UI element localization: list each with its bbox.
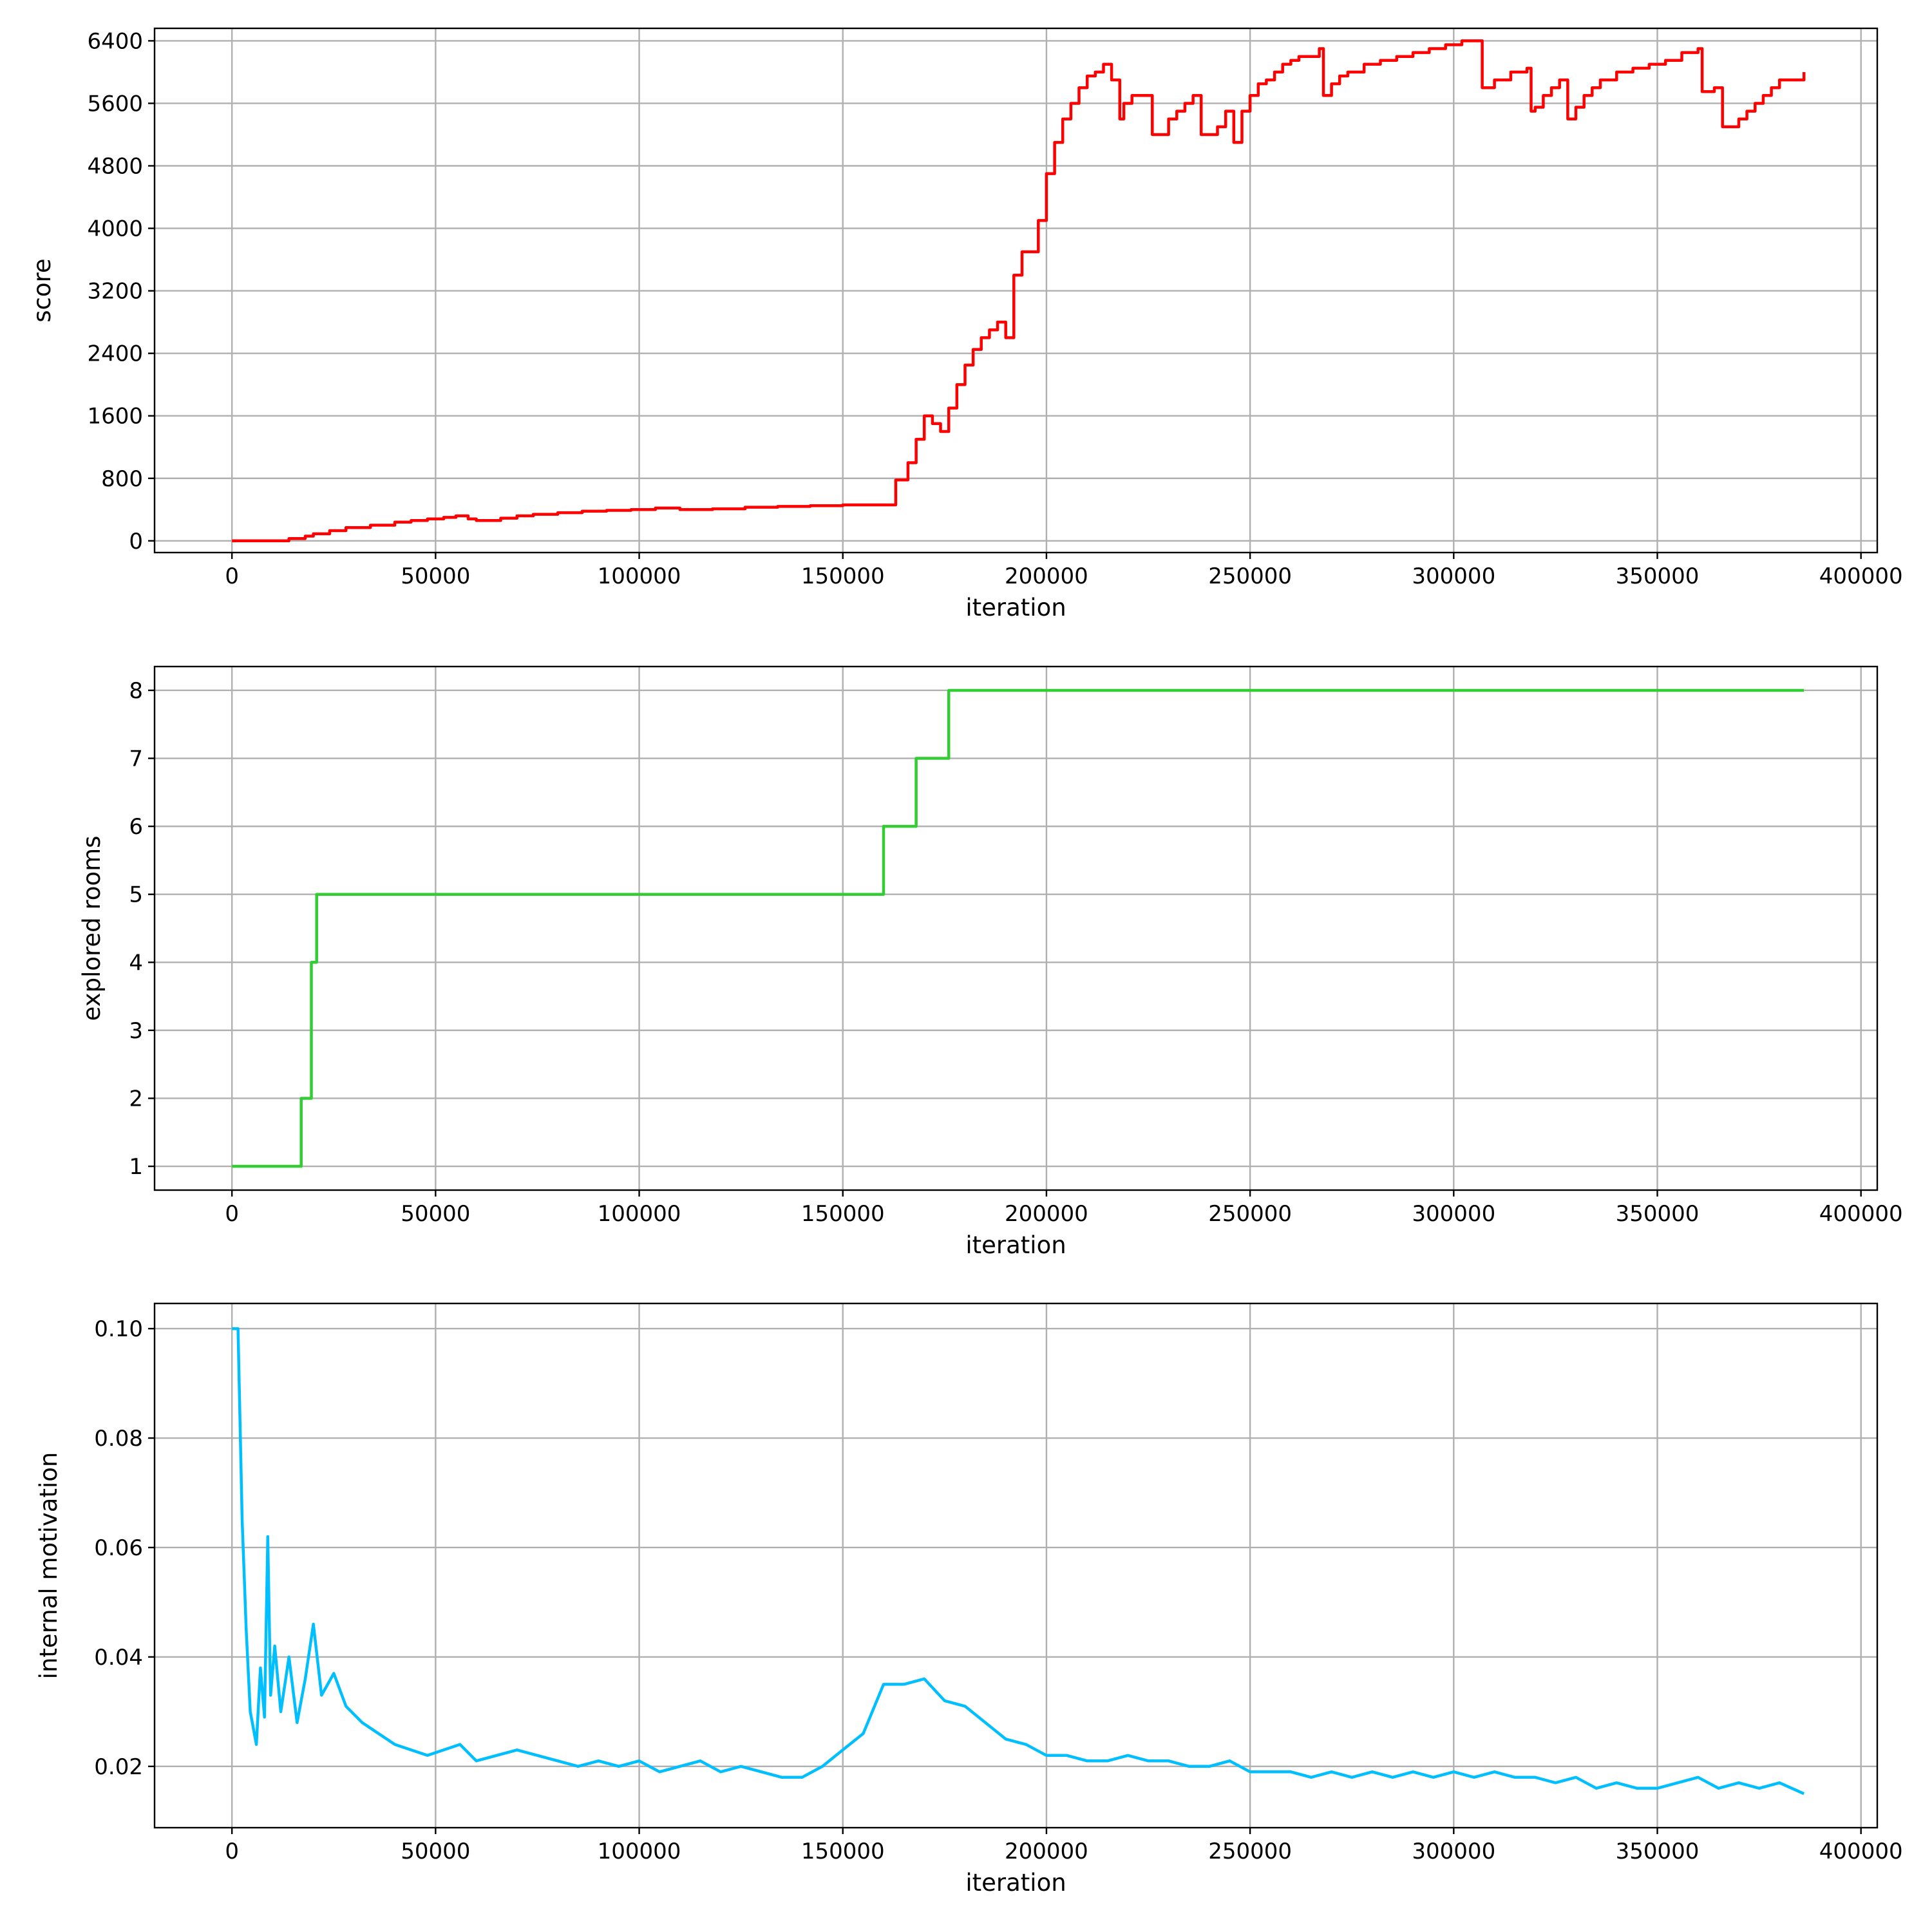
y-tick-label: 8 xyxy=(129,678,143,704)
y-tick-label: 6 xyxy=(129,814,143,840)
y-tick-label: 5600 xyxy=(87,91,143,117)
y-tick-label: 1 xyxy=(129,1154,143,1180)
x-tick-label: 200000 xyxy=(1005,1201,1088,1227)
axes-frame xyxy=(153,1302,1879,1829)
score-series-line xyxy=(232,39,1806,543)
x-tick-label: 100000 xyxy=(598,1839,681,1864)
y-tick-label: 7 xyxy=(129,746,143,772)
axes-frame xyxy=(153,665,1879,1191)
internal-motivation-series-line xyxy=(232,1327,1805,1795)
y-tick-label: 2 xyxy=(129,1086,143,1112)
y-tick-label: 0.06 xyxy=(94,1535,143,1561)
internal-motivation-panel: 0 50000 100000 150000 200000 250000 300000 3500… xyxy=(35,1302,1903,1897)
x-tick-label: 100000 xyxy=(598,564,681,589)
x-tick-label: 50000 xyxy=(401,564,470,589)
y-tick-label: 3200 xyxy=(87,279,143,305)
y-tick-label: 6400 xyxy=(87,28,143,54)
y-axis-label: score xyxy=(28,258,56,322)
x-tick-label: 350000 xyxy=(1616,564,1700,589)
x-axis-label: iteration xyxy=(965,594,1066,621)
y-tick-label: 0.02 xyxy=(94,1754,143,1780)
x-tick-label: 200000 xyxy=(1005,564,1088,589)
x-axis-label: iteration xyxy=(965,1869,1066,1897)
x-tick-label: 50000 xyxy=(401,1839,470,1864)
score-panel: 0 50000 100000 150000 200000 250000 300000 3500… xyxy=(28,27,1903,621)
y-axis-label: internal motivation xyxy=(35,1452,62,1680)
x-tick-label: 300000 xyxy=(1412,1201,1495,1227)
x-tick-label: 250000 xyxy=(1208,1839,1292,1864)
explored-rooms-series-line xyxy=(232,688,1804,1168)
explored-rooms-panel: 0 50000 100000 150000 200000 250000 300000 3500… xyxy=(78,665,1903,1259)
y-axis-label: explored rooms xyxy=(78,836,106,1021)
x-tick-label: 50000 xyxy=(401,1201,470,1227)
y-tick-label: 0.04 xyxy=(94,1645,143,1671)
y-tick-label: 5 xyxy=(129,882,143,908)
x-tick-label: 200000 xyxy=(1005,1839,1088,1864)
x-tick-label: 0 xyxy=(225,564,239,589)
y-tick-label: 2400 xyxy=(87,341,143,367)
y-tick-label: 1600 xyxy=(87,404,143,430)
x-tick-label: 150000 xyxy=(801,1839,885,1864)
x-tick-label: 0 xyxy=(225,1839,239,1864)
x-tick-label: 400000 xyxy=(1819,564,1903,589)
y-tick-label: 4800 xyxy=(87,154,143,180)
y-tick-label: 3 xyxy=(129,1018,143,1044)
y-tick-label: 800 xyxy=(101,466,143,492)
y-tick-label: 0.10 xyxy=(94,1316,143,1342)
y-tick-label: 0.08 xyxy=(94,1426,143,1452)
x-tick-label: 400000 xyxy=(1819,1839,1903,1864)
x-tick-label: 150000 xyxy=(801,1201,885,1227)
x-tick-label: 250000 xyxy=(1208,1201,1292,1227)
x-tick-label: 400000 xyxy=(1819,1201,1903,1227)
x-tick-label: 350000 xyxy=(1616,1201,1700,1227)
x-tick-label: 250000 xyxy=(1208,564,1292,589)
x-tick-label: 300000 xyxy=(1412,1839,1495,1864)
x-tick-label: 350000 xyxy=(1616,1839,1700,1864)
x-tick-label: 0 xyxy=(225,1201,239,1227)
y-tick-label: 4000 xyxy=(87,216,143,242)
x-tick-label: 150000 xyxy=(801,564,885,589)
x-axis-label: iteration xyxy=(965,1231,1066,1259)
y-tick-label: 4 xyxy=(129,950,143,976)
x-tick-label: 100000 xyxy=(598,1201,681,1227)
y-tick-label: 0 xyxy=(129,529,143,554)
x-tick-label: 300000 xyxy=(1412,564,1495,589)
